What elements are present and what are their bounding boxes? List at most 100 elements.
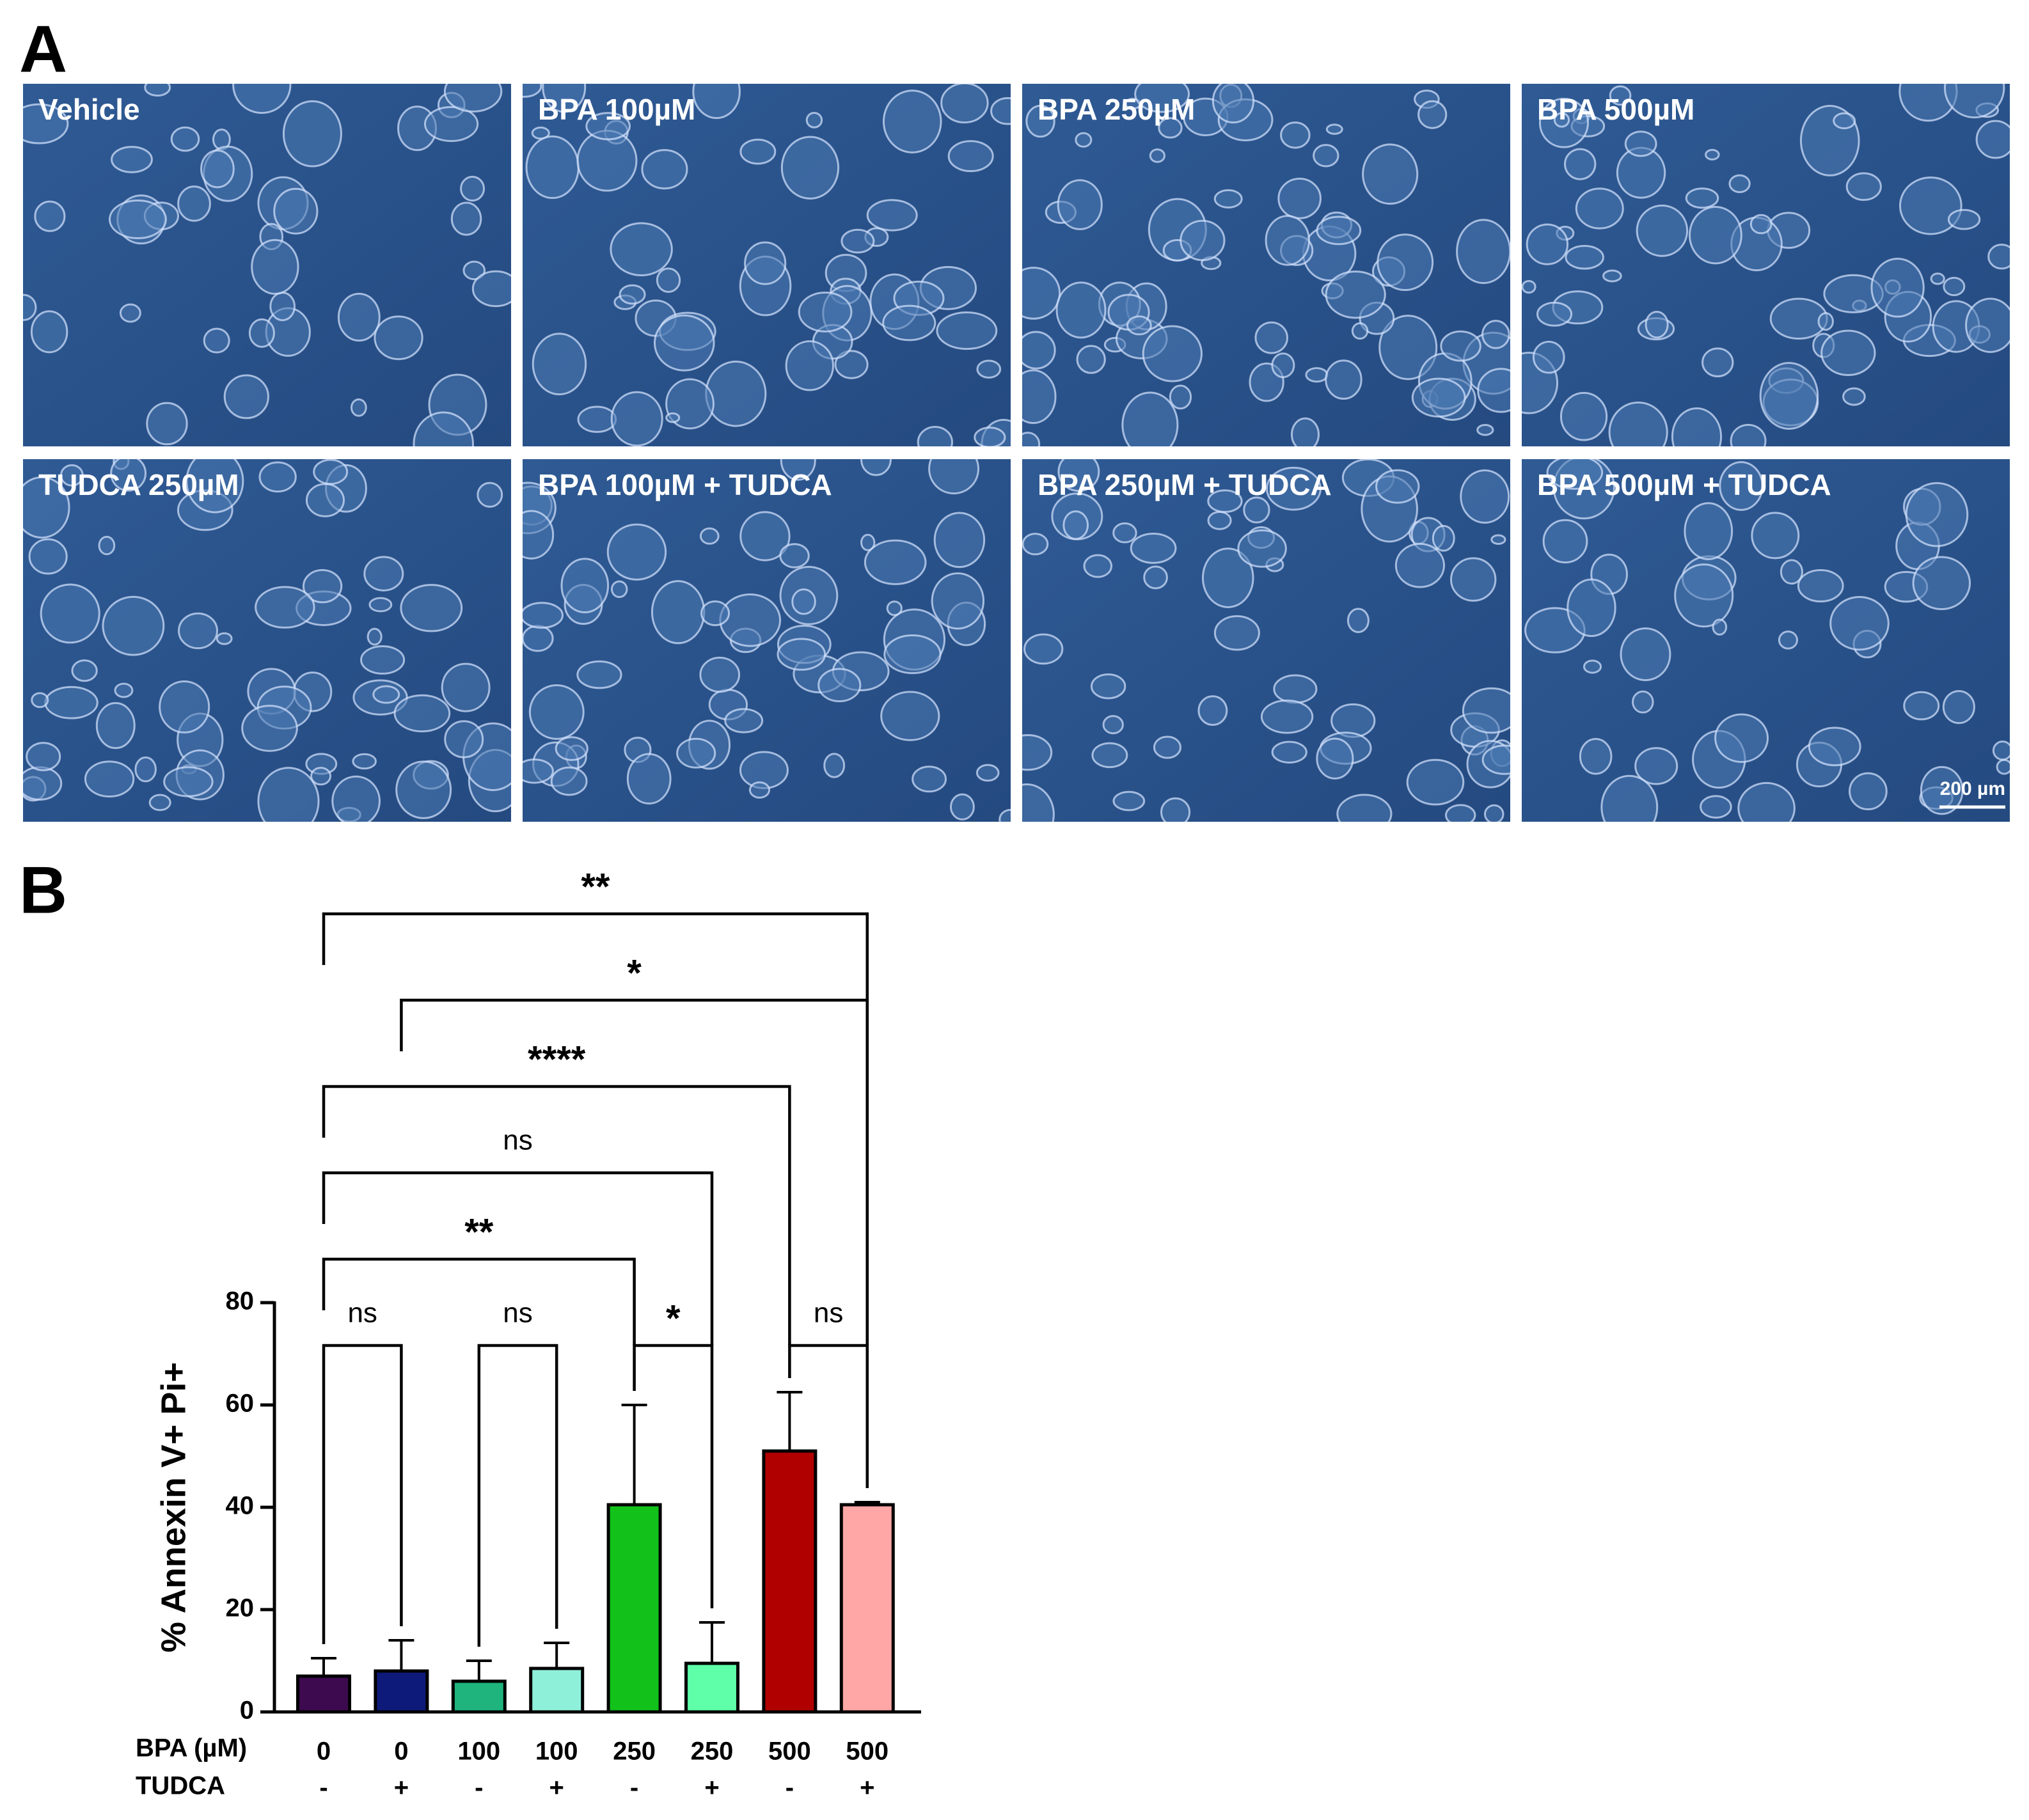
cell xyxy=(1674,563,1734,628)
cell xyxy=(656,267,681,293)
cell xyxy=(30,310,68,354)
cell xyxy=(1375,469,1420,504)
cell xyxy=(1075,132,1093,148)
cell xyxy=(178,612,218,650)
cell xyxy=(159,680,210,733)
cell xyxy=(860,533,876,551)
cell xyxy=(258,461,297,493)
cell xyxy=(1842,387,1866,406)
cell xyxy=(1688,205,1742,265)
cell xyxy=(928,459,980,495)
cell xyxy=(1490,534,1506,545)
cell xyxy=(1759,361,1819,430)
cell xyxy=(450,201,482,236)
cell xyxy=(1406,758,1465,806)
cell xyxy=(313,459,349,485)
cell xyxy=(1254,321,1288,354)
cell xyxy=(724,708,764,733)
significance-bracket xyxy=(633,1344,714,1608)
cell xyxy=(444,720,484,758)
bar xyxy=(839,1503,895,1714)
cell xyxy=(1243,496,1270,524)
y-tick-label: 40 xyxy=(226,1492,255,1520)
significance-bracket xyxy=(788,1344,869,1488)
cells xyxy=(1522,84,2010,446)
cell xyxy=(1943,84,2005,119)
tudca-label: - xyxy=(786,1774,794,1802)
cell xyxy=(1207,510,1232,530)
x-tick-label: 0 xyxy=(317,1738,331,1766)
cell xyxy=(374,315,423,361)
cell xyxy=(1025,104,1055,138)
row-label: TUDCA xyxy=(136,1772,225,1800)
x-tick-label: 500 xyxy=(768,1738,811,1766)
cell xyxy=(257,767,320,822)
cell xyxy=(1265,215,1310,266)
significance-label: ns xyxy=(503,1125,532,1156)
cell xyxy=(1546,459,1604,490)
cell xyxy=(23,476,70,539)
cell xyxy=(1316,216,1362,246)
bar xyxy=(451,1679,507,1714)
cell xyxy=(933,512,986,569)
cell xyxy=(1197,695,1228,726)
cell xyxy=(641,149,688,190)
micrograph xyxy=(1522,459,2010,822)
cell xyxy=(1325,359,1362,400)
cell xyxy=(1849,772,1888,811)
cell xyxy=(337,292,381,342)
cell xyxy=(331,775,381,822)
cell xyxy=(576,660,622,689)
cell xyxy=(1378,315,1438,380)
cell xyxy=(1965,297,2010,353)
cell xyxy=(1705,148,1720,161)
cell xyxy=(947,140,994,173)
cell xyxy=(1700,795,1732,819)
cell xyxy=(1201,547,1254,609)
cell xyxy=(1377,233,1434,292)
significance-bracket xyxy=(322,1171,714,1345)
cell xyxy=(44,686,99,719)
cell xyxy=(1899,176,1962,235)
y-tick-label: 0 xyxy=(240,1697,254,1725)
cell xyxy=(1624,130,1657,157)
cell xyxy=(883,634,942,675)
cell xyxy=(779,543,810,569)
bar xyxy=(762,1449,817,1714)
cell xyxy=(1325,123,1343,135)
cell xyxy=(777,638,826,671)
significance-bracket xyxy=(477,1344,558,1647)
cell xyxy=(1730,423,1767,446)
cell xyxy=(1102,715,1124,735)
cell xyxy=(1207,489,1243,514)
cells xyxy=(523,84,1011,446)
cell xyxy=(170,126,200,152)
cell xyxy=(59,464,84,487)
cell xyxy=(744,241,787,285)
panel-title: Vehicle xyxy=(38,93,140,126)
cell xyxy=(606,523,667,581)
cell xyxy=(1536,301,1573,327)
cell xyxy=(1022,267,1061,320)
cell xyxy=(1022,783,1055,822)
cell xyxy=(1751,512,1800,560)
cell xyxy=(817,668,862,703)
cell xyxy=(26,742,61,771)
cell xyxy=(719,593,782,647)
cell xyxy=(471,270,511,308)
cell xyxy=(798,292,853,333)
tudca-label: + xyxy=(860,1774,874,1802)
cell xyxy=(523,758,554,784)
cell xyxy=(917,426,954,446)
cell xyxy=(610,391,663,446)
cell xyxy=(186,459,244,514)
bar xyxy=(296,1674,351,1714)
cell xyxy=(1575,187,1624,230)
cell xyxy=(1559,391,1608,441)
significance-label: ns xyxy=(347,1298,377,1329)
cell xyxy=(305,483,345,517)
cell xyxy=(523,84,542,98)
cell xyxy=(477,482,503,508)
cell xyxy=(119,303,141,323)
cell xyxy=(1563,148,1597,180)
